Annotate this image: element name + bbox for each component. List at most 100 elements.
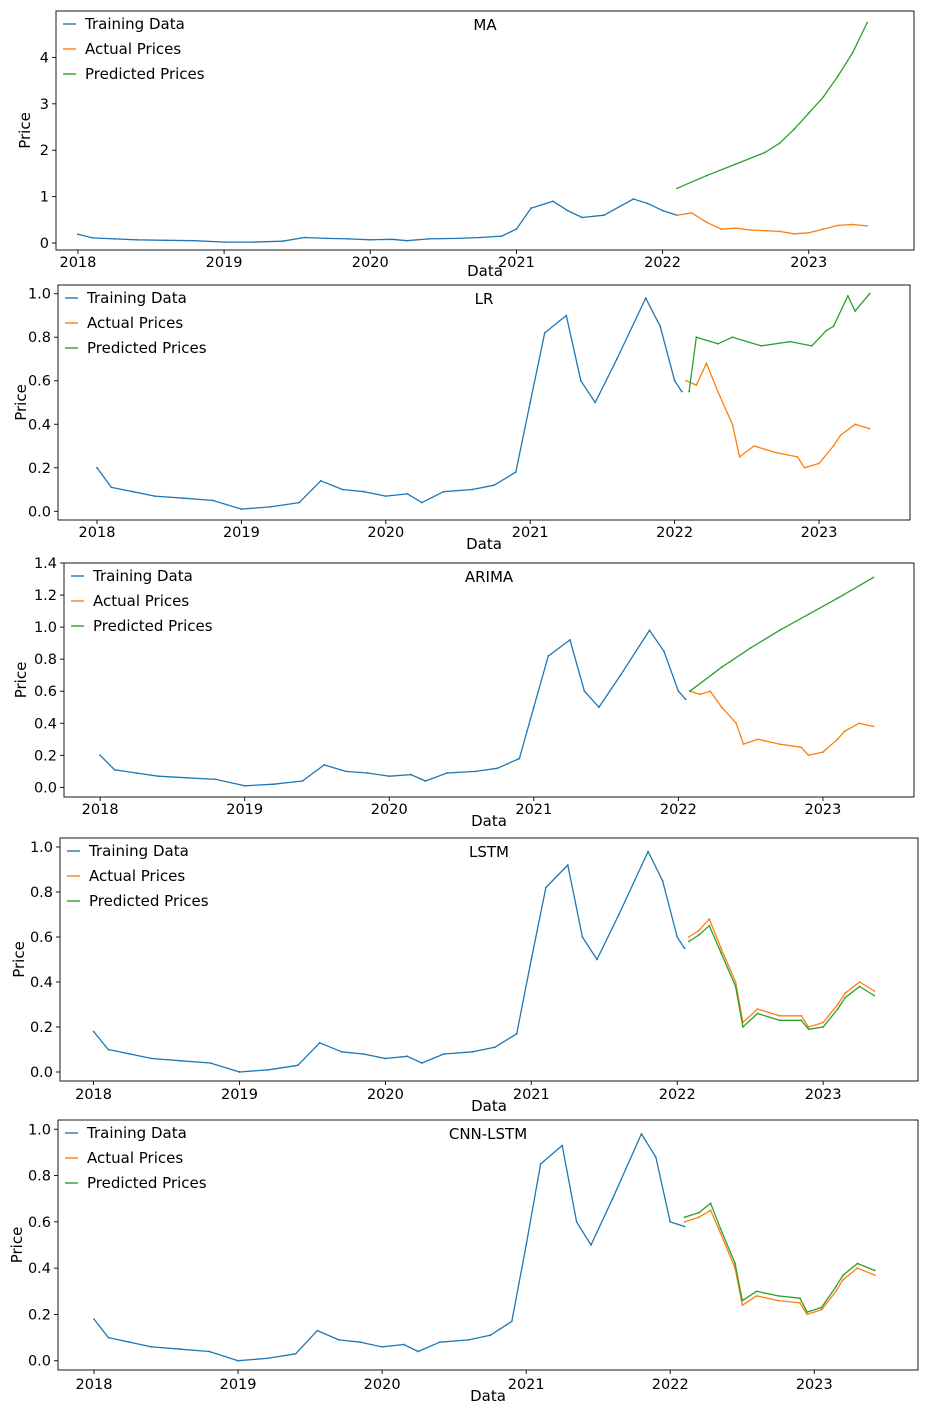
series-line-training-data [99,629,687,787]
legend-label-training-data: Training Data [92,567,193,585]
data-point-actual-prices [778,1014,781,1017]
y-tick-label: 1.0 [28,287,51,303]
data-point-actual-prices [720,947,722,950]
data-point-training-data [515,228,518,231]
data-point-predicted-prices [676,187,679,190]
data-point-actual-prices [839,434,842,436]
data-point-actual-prices [822,1021,825,1024]
data-point-predicted-prices [778,1019,781,1022]
data-point-training-data [186,776,188,779]
data-point-training-data [457,237,459,240]
data-point-training-data [296,1064,299,1067]
y-tick-label: 2 [40,143,49,159]
chart-arima: 2018 2019 2020 2021 2022 2023 0.0 0.2 0.4 0.6 0.8 1… [12,556,915,830]
x-tick-label: 2021 [512,525,549,541]
x-tick-label: 2022 [644,255,681,271]
x-tick-label: 2019 [223,525,260,541]
data-point-training-data [303,236,306,239]
data-point-training-data [618,913,620,916]
data-point-training-data [417,1350,419,1353]
x-tick-label: 2018 [75,1087,112,1103]
data-point-training-data [410,773,412,776]
data-point-actual-prices [742,743,745,745]
data-point-training-data [581,936,584,938]
series-line-training-data [93,1133,685,1362]
data-point-training-data [402,1343,405,1346]
data-point-actual-prices [777,1299,780,1302]
data-point-training-data [603,214,605,217]
x-tick-label: 2021 [515,802,552,818]
data-point-actual-prices [690,212,693,214]
data-point-actual-prices [753,445,755,447]
data-point-training-data [515,1032,518,1035]
data-point-training-data [211,499,214,502]
data-point-predicted-prices [873,994,876,997]
data-point-actual-prices [854,423,856,426]
data-point-training-data [345,770,347,773]
y-axis-label: Price [16,112,34,149]
data-point-training-data [294,1352,297,1355]
data-point-training-data [340,1050,343,1053]
data-point-training-data [575,1221,578,1223]
data-point-actual-prices [720,706,723,709]
data-point-training-data [545,886,547,889]
y-tick-label: 0.4 [28,417,51,433]
series-line-actual-prices [684,1209,876,1316]
legend-label-training-data: Training Data [84,15,185,33]
data-point-training-data [529,401,532,404]
x-tick-label: 2020 [364,1377,401,1393]
series-line-actual-prices [685,362,870,469]
y-tick-label: 1.0 [28,1122,51,1138]
data-point-actual-prices [851,223,854,226]
x-tick-label: 2022 [659,1087,696,1103]
y-tick-label: 0.2 [30,1020,53,1036]
plot-frame [63,562,915,798]
x-tick-label: 2019 [220,1377,257,1393]
data-point-training-data [240,508,243,510]
x-tick-label: 2018 [59,255,96,271]
data-point-actual-prices [778,230,781,233]
legend-label-actual-prices: Actual Prices [85,40,181,58]
y-tick-label: 1.0 [30,840,53,856]
data-point-predicted-prices [719,1227,722,1230]
data-point-actual-prices [843,730,846,733]
x-axis-label: Data [467,262,503,280]
data-point-training-data [493,1046,496,1049]
data-point-training-data [362,1053,365,1055]
data-point-actual-prices [676,214,679,217]
data-point-predicted-prices [854,310,856,312]
data-point-predicted-prices [836,597,839,600]
data-point-predicted-prices [688,390,690,393]
data-point-training-data [579,379,582,382]
data-point-predicted-prices [705,174,708,177]
data-point-actual-prices [719,1232,722,1235]
data-point-training-data [110,486,113,489]
y-tick-label: 0.2 [34,748,57,764]
x-axis-label: Data [471,1097,507,1115]
data-point-training-data [594,401,597,404]
x-tick-label: 2018 [82,802,119,818]
data-point-predicted-prices [720,951,722,954]
data-point-actual-prices [858,981,861,983]
data-point-actual-prices [695,384,698,386]
x-tick-label: 2021 [508,1377,545,1393]
x-tick-label: 2020 [352,255,389,271]
data-point-actual-prices [688,936,690,938]
data-point-training-data [496,767,499,770]
x-tick-label: 2023 [790,255,827,271]
data-point-predicted-prices [734,1262,736,1265]
data-point-training-data [472,1050,474,1053]
x-axis-label: Data [471,812,507,830]
data-point-actual-prices [807,754,810,757]
data-point-training-data [266,1357,268,1360]
data-point-training-data [107,1336,110,1339]
plot-frame [57,1119,919,1371]
data-point-training-data [427,238,430,240]
y-tick-label: 0.8 [28,1169,51,1185]
y-tick-label: 0.2 [28,1307,51,1323]
data-point-predicted-prices [806,1311,808,1313]
data-point-training-data [151,1057,153,1060]
data-point-training-data [406,493,409,495]
data-point-training-data [677,690,680,693]
